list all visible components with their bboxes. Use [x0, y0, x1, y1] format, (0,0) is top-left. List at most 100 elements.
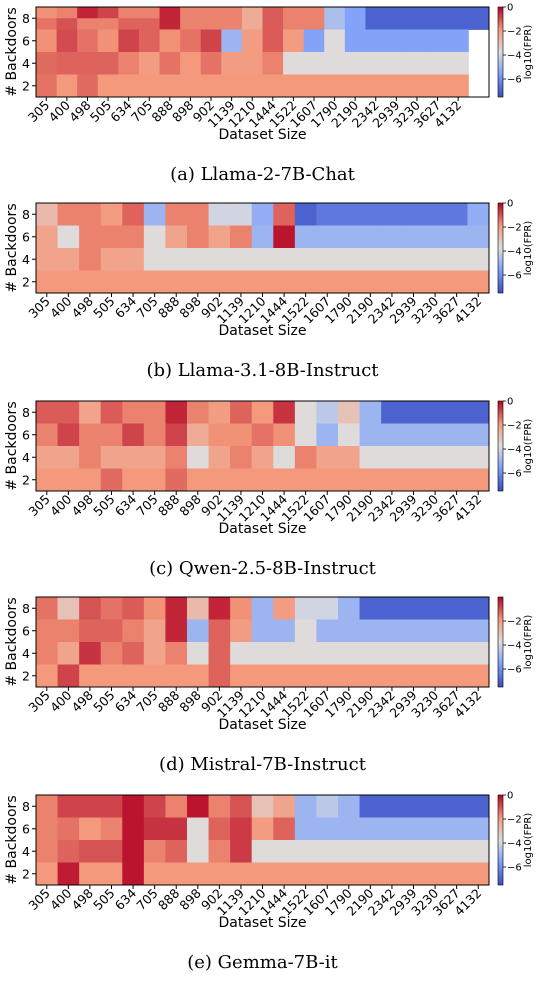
colorbar-title: log10(FPR) [523, 419, 534, 474]
heatmap-cell [316, 653, 339, 665]
heatmap-cell [445, 281, 468, 294]
y-tick-label: 2 [22, 668, 30, 683]
heatmap-cell [187, 401, 209, 413]
heatmap-cell [79, 412, 102, 424]
heatmap-cell [221, 52, 243, 64]
heatmap-cell [273, 653, 296, 665]
heatmap-cell [143, 457, 166, 469]
heatmap-cell [359, 281, 382, 294]
heatmap-cell [445, 675, 468, 688]
heatmap-cell [208, 434, 231, 447]
heatmap-cell [316, 468, 339, 481]
heatmap-cell [36, 401, 58, 413]
x-axis-title: Dataset Size [218, 323, 306, 339]
heatmap-cell [445, 653, 468, 665]
heatmap-cell [386, 52, 408, 64]
heatmap-cell [57, 259, 80, 271]
panel-caption: (a) Llama-2-7B-Chat [170, 164, 356, 185]
heatmap-cell [122, 642, 145, 654]
heatmap-cell [316, 203, 339, 215]
heatmap-cell [159, 29, 181, 42]
heatmap-cell [294, 434, 317, 447]
heatmap-cell [402, 214, 425, 226]
heatmap-cell [251, 873, 274, 886]
colorbar-tick-label: 0 [507, 791, 513, 802]
heatmap-cell [180, 74, 202, 87]
heatmap-cell [241, 85, 263, 98]
heatmap-cell [402, 630, 425, 643]
colorbar-tick-label: −6 [507, 665, 522, 676]
heatmap-cell [97, 85, 119, 98]
heatmap-cell [118, 29, 140, 42]
heatmap-cell [338, 806, 360, 818]
heatmap-cell [359, 817, 382, 830]
heatmap-cell [273, 630, 296, 643]
heatmap-cell [79, 434, 102, 447]
heatmap-cell [187, 203, 209, 215]
heatmap-cell [283, 74, 305, 87]
heatmap-cell [97, 63, 119, 75]
heatmap-cell [165, 653, 188, 665]
heatmap-cell [359, 401, 382, 413]
heatmap-cell [467, 675, 490, 688]
y-tick-label: 8 [22, 799, 30, 814]
heatmap-cell [294, 862, 317, 875]
heatmap-cell [447, 7, 469, 19]
heatmap-cell [221, 18, 243, 30]
heatmap-cell [200, 7, 222, 19]
heatmap-cell [445, 817, 468, 830]
heatmap-cell [359, 434, 382, 447]
heatmap-cell [208, 817, 231, 830]
heatmap-cell [359, 851, 382, 863]
heatmap-cell [359, 795, 382, 807]
heatmap-cell [424, 806, 447, 818]
heatmap-cell [338, 795, 360, 807]
heatmap-cell [251, 468, 274, 481]
heatmap-cell [36, 248, 58, 260]
heatmap-cell [36, 597, 58, 609]
heatmap-cell [159, 63, 181, 75]
colorbar [497, 794, 504, 886]
heatmap-cell [303, 7, 325, 19]
heatmap-cell [36, 795, 58, 807]
heatmap-cell [445, 225, 468, 238]
heatmap-cell [424, 468, 447, 481]
heatmap-cell [445, 873, 468, 886]
heatmap-cell [273, 642, 296, 654]
heatmap-cell [208, 412, 231, 424]
heatmap-cell [294, 795, 317, 807]
heatmap-cell [386, 74, 408, 87]
heatmap-cell [273, 412, 296, 424]
heatmap-cell [122, 412, 145, 424]
heatmap-cell [122, 434, 145, 447]
heatmap-cell [381, 203, 404, 215]
heatmap-cell [381, 873, 404, 886]
heatmap-cell [359, 675, 382, 688]
heatmap-cell [338, 840, 360, 852]
heatmap-cell [262, 85, 284, 98]
heatmap-cell [122, 203, 145, 215]
heatmap-cell [230, 795, 253, 807]
heatmap-cell [251, 608, 274, 620]
y-tick-label: 6 [22, 821, 30, 836]
heatmap-cell [445, 434, 468, 447]
heatmap-cell [381, 664, 404, 677]
heatmap-cell [381, 608, 404, 620]
heatmap-cell [208, 806, 231, 818]
heatmap-cell [208, 675, 231, 688]
heatmap-cell [365, 63, 387, 75]
colorbar-tick-label: −2 [507, 223, 522, 234]
heatmap-cell [427, 18, 449, 30]
heatmap-cell [122, 653, 145, 665]
heatmap-cell [402, 817, 425, 830]
heatmap-cell [79, 795, 102, 807]
y-tick-label: 4 [22, 646, 30, 661]
heatmap-cell [273, 840, 296, 852]
heatmap-cell [36, 619, 58, 632]
heatmap-cell [402, 468, 425, 481]
heatmap-cell [138, 29, 160, 42]
heatmap-cell [208, 619, 231, 632]
heatmap-cell [381, 214, 404, 226]
heatmap-cell [344, 74, 366, 87]
heatmap-cell [381, 597, 404, 609]
